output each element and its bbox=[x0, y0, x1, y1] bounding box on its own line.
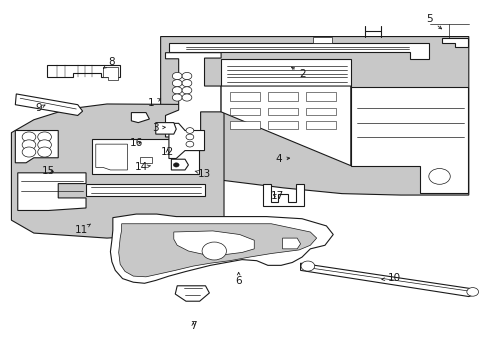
Circle shape bbox=[38, 132, 51, 142]
Polygon shape bbox=[86, 184, 204, 196]
Circle shape bbox=[182, 72, 191, 80]
Circle shape bbox=[172, 87, 182, 94]
Text: 16: 16 bbox=[129, 139, 142, 148]
Polygon shape bbox=[175, 286, 209, 301]
Polygon shape bbox=[221, 59, 350, 87]
Circle shape bbox=[172, 94, 182, 101]
Text: 4: 4 bbox=[275, 154, 289, 164]
Polygon shape bbox=[131, 113, 149, 123]
Polygon shape bbox=[103, 67, 118, 80]
Polygon shape bbox=[15, 94, 82, 116]
Bar bbox=[267, 92, 298, 101]
Circle shape bbox=[185, 141, 193, 147]
Text: 12: 12 bbox=[161, 147, 174, 157]
Circle shape bbox=[185, 134, 193, 140]
Circle shape bbox=[172, 72, 182, 80]
Circle shape bbox=[38, 147, 51, 157]
Polygon shape bbox=[160, 37, 468, 195]
Text: 15: 15 bbox=[42, 166, 55, 176]
Polygon shape bbox=[171, 159, 188, 170]
Text: 9: 9 bbox=[35, 103, 45, 113]
Polygon shape bbox=[441, 39, 467, 47]
Polygon shape bbox=[263, 184, 304, 206]
Bar bbox=[229, 121, 260, 129]
Text: 7: 7 bbox=[190, 321, 196, 331]
Polygon shape bbox=[282, 238, 300, 249]
Polygon shape bbox=[168, 43, 428, 59]
Bar bbox=[229, 92, 260, 101]
Text: 13: 13 bbox=[195, 168, 211, 179]
Bar bbox=[305, 121, 335, 129]
Bar bbox=[267, 121, 298, 129]
Text: 14: 14 bbox=[134, 162, 150, 172]
Circle shape bbox=[428, 168, 449, 184]
Bar bbox=[267, 108, 298, 116]
Text: 17: 17 bbox=[270, 191, 284, 201]
Polygon shape bbox=[47, 65, 120, 77]
Bar bbox=[305, 108, 335, 116]
Text: 6: 6 bbox=[235, 272, 242, 286]
Polygon shape bbox=[119, 224, 316, 277]
Circle shape bbox=[466, 288, 478, 296]
Polygon shape bbox=[18, 173, 86, 211]
Circle shape bbox=[301, 261, 314, 271]
Text: 1: 1 bbox=[147, 98, 161, 108]
Text: 11: 11 bbox=[74, 224, 90, 235]
Circle shape bbox=[182, 94, 191, 101]
Polygon shape bbox=[96, 144, 127, 170]
Polygon shape bbox=[168, 123, 204, 158]
Circle shape bbox=[22, 132, 36, 142]
Circle shape bbox=[38, 140, 51, 150]
Circle shape bbox=[182, 80, 191, 87]
Polygon shape bbox=[173, 231, 254, 255]
Text: 2: 2 bbox=[291, 67, 305, 79]
Text: 8: 8 bbox=[103, 57, 115, 68]
Polygon shape bbox=[221, 86, 350, 166]
Text: 10: 10 bbox=[381, 273, 401, 283]
Text: 5: 5 bbox=[426, 14, 441, 29]
Polygon shape bbox=[350, 87, 467, 193]
Polygon shape bbox=[165, 53, 221, 137]
Polygon shape bbox=[140, 157, 152, 163]
Circle shape bbox=[182, 87, 191, 94]
Polygon shape bbox=[11, 104, 224, 238]
Circle shape bbox=[172, 80, 182, 87]
Circle shape bbox=[202, 242, 226, 260]
Bar bbox=[229, 108, 260, 116]
Polygon shape bbox=[110, 214, 332, 283]
Circle shape bbox=[173, 163, 179, 167]
Circle shape bbox=[22, 140, 36, 150]
Bar bbox=[305, 92, 335, 101]
Polygon shape bbox=[300, 263, 475, 297]
Polygon shape bbox=[15, 131, 58, 163]
Polygon shape bbox=[312, 37, 331, 43]
Bar bbox=[92, 139, 198, 174]
Circle shape bbox=[185, 128, 193, 134]
Polygon shape bbox=[156, 123, 176, 134]
Text: 3: 3 bbox=[152, 123, 165, 133]
Circle shape bbox=[22, 147, 36, 157]
